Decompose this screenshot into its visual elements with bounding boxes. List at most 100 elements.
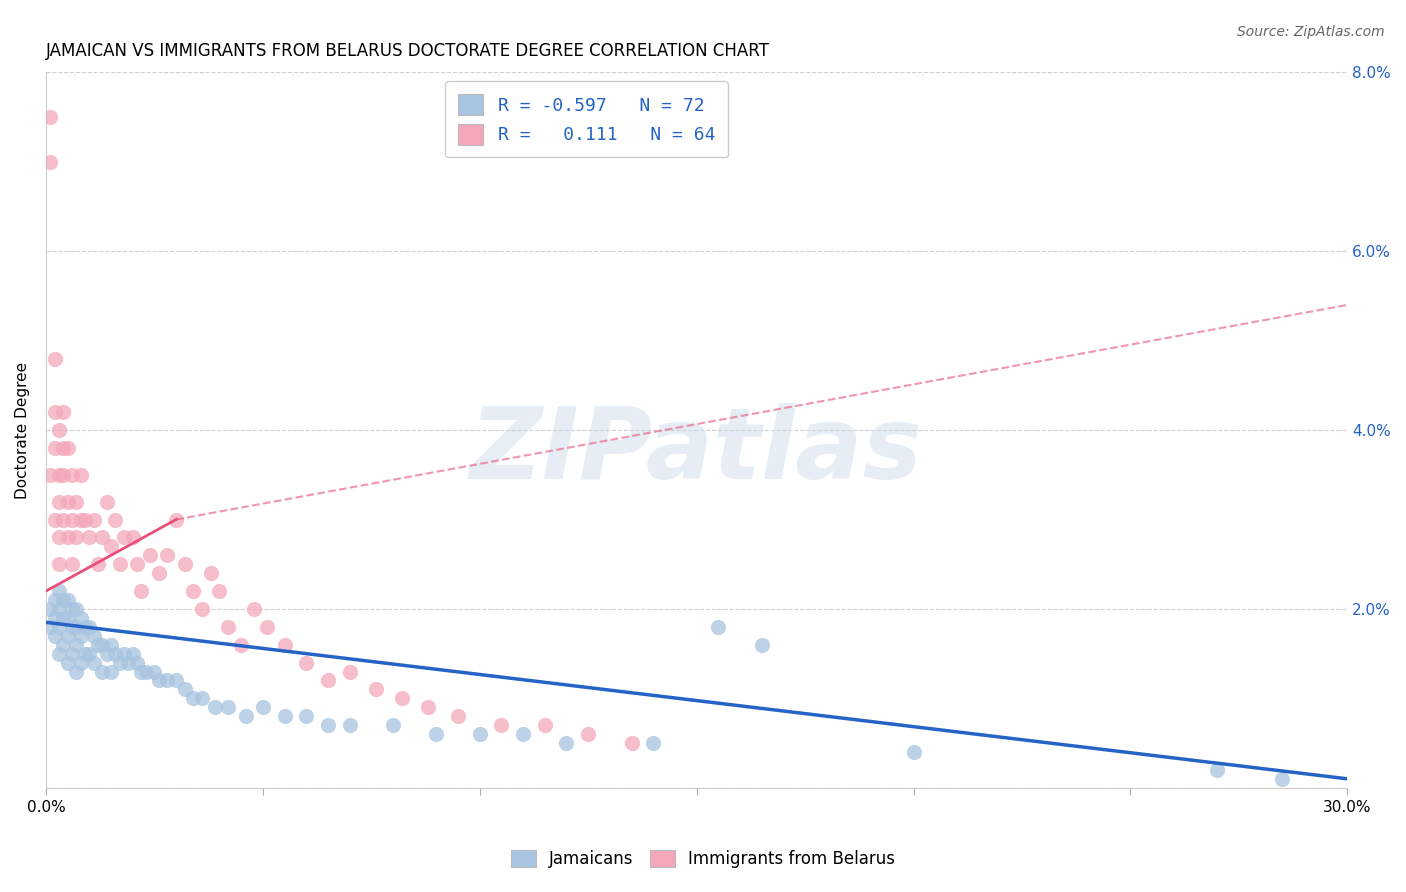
Point: [231, 638, 253, 652]
Point: [468, 727, 491, 741]
Point: [44, 593, 66, 607]
Point: [252, 700, 274, 714]
Point: [48, 620, 70, 634]
Point: [112, 530, 135, 544]
Point: [48, 467, 70, 482]
Point: [339, 665, 361, 679]
Point: [191, 602, 214, 616]
Point: [131, 584, 153, 599]
Point: [273, 709, 295, 723]
Point: [79, 647, 101, 661]
Point: [60, 558, 83, 572]
Point: [56, 441, 79, 455]
Point: [65, 530, 87, 544]
Point: [125, 656, 148, 670]
Point: [56, 593, 79, 607]
Legend: Jamaicans, Immigrants from Belarus: Jamaicans, Immigrants from Belarus: [503, 843, 903, 875]
Point: [235, 709, 257, 723]
Point: [295, 656, 318, 670]
Point: [79, 530, 101, 544]
Text: Source: ZipAtlas.com: Source: ZipAtlas.com: [1237, 25, 1385, 39]
Point: [135, 665, 157, 679]
Point: [39, 602, 62, 616]
Point: [52, 405, 75, 419]
Point: [52, 441, 75, 455]
Point: [382, 718, 405, 732]
Point: [143, 665, 166, 679]
Point: [56, 530, 79, 544]
Point: [44, 611, 66, 625]
Point: [121, 647, 143, 661]
Point: [751, 638, 773, 652]
Point: [44, 441, 66, 455]
Point: [44, 351, 66, 366]
Point: [339, 718, 361, 732]
Point: [165, 673, 187, 688]
Point: [48, 647, 70, 661]
Point: [316, 718, 339, 732]
Legend: R = -0.597   N = 72, R =   0.111   N = 64: R = -0.597 N = 72, R = 0.111 N = 64: [446, 81, 728, 158]
Point: [69, 512, 91, 526]
Point: [108, 558, 131, 572]
Point: [91, 665, 114, 679]
Point: [191, 691, 214, 706]
Point: [65, 665, 87, 679]
Point: [903, 745, 925, 759]
Y-axis label: Doctorate Degree: Doctorate Degree: [15, 361, 30, 499]
Point: [56, 611, 79, 625]
Point: [87, 558, 110, 572]
Point: [79, 620, 101, 634]
Point: [91, 638, 114, 652]
Point: [69, 467, 91, 482]
Point: [139, 549, 162, 563]
Point: [1206, 763, 1229, 777]
Point: [52, 638, 75, 652]
Point: [65, 602, 87, 616]
Point: [69, 611, 91, 625]
Point: [100, 665, 122, 679]
Point: [364, 682, 387, 697]
Point: [555, 736, 578, 750]
Text: JAMAICAN VS IMMIGRANTS FROM BELARUS DOCTORATE DEGREE CORRELATION CHART: JAMAICAN VS IMMIGRANTS FROM BELARUS DOCT…: [46, 42, 770, 60]
Point: [256, 620, 278, 634]
Point: [148, 566, 170, 581]
Point: [83, 512, 105, 526]
Point: [87, 638, 110, 652]
Point: [39, 620, 62, 634]
Point: [73, 620, 96, 634]
Point: [117, 656, 139, 670]
Point: [52, 611, 75, 625]
Point: [112, 647, 135, 661]
Point: [121, 530, 143, 544]
Point: [39, 154, 62, 169]
Point: [104, 647, 127, 661]
Point: [60, 602, 83, 616]
Point: [512, 727, 534, 741]
Point: [96, 494, 118, 508]
Point: [217, 700, 239, 714]
Point: [48, 584, 70, 599]
Point: [156, 549, 179, 563]
Point: [65, 638, 87, 652]
Point: [100, 539, 122, 553]
Point: [125, 558, 148, 572]
Point: [48, 494, 70, 508]
Point: [204, 700, 226, 714]
Point: [60, 620, 83, 634]
Point: [533, 718, 555, 732]
Point: [56, 656, 79, 670]
Point: [156, 673, 179, 688]
Point: [173, 558, 195, 572]
Point: [52, 512, 75, 526]
Point: [165, 512, 187, 526]
Point: [183, 691, 205, 706]
Point: [643, 736, 665, 750]
Point: [83, 629, 105, 643]
Point: [96, 647, 118, 661]
Point: [491, 718, 513, 732]
Point: [44, 405, 66, 419]
Point: [131, 665, 153, 679]
Point: [65, 494, 87, 508]
Point: [60, 467, 83, 482]
Point: [576, 727, 599, 741]
